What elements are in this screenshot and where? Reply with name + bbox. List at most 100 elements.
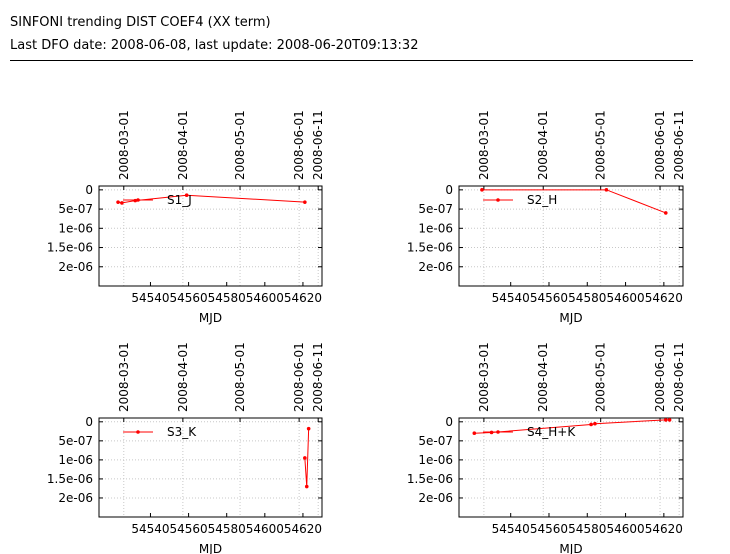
plot-frame — [98, 417, 323, 518]
data-point — [303, 456, 307, 460]
data-point — [306, 426, 311, 431]
y-tick-label: 5e-07 — [58, 202, 93, 216]
y-tick-label: 1.5e-06 — [47, 241, 93, 255]
y-tick-label: 2e-06 — [58, 260, 93, 274]
x-tick-label: 54540 — [492, 291, 530, 305]
header-divider — [10, 60, 693, 61]
y-tick-label: 5e-07 — [418, 434, 453, 448]
x-tick-label: 54600 — [246, 522, 284, 536]
top-date-tick-label: 2008-06-01 — [653, 342, 667, 412]
page-title: SINFONI trending DIST COEF4 (XX term) — [10, 15, 271, 30]
data-point — [184, 193, 189, 198]
y-tick-label: 1e-06 — [418, 453, 453, 467]
legend-marker — [136, 430, 140, 434]
x-tick-label: 54560 — [169, 522, 207, 536]
top-date-tick-label: 2008-05-01 — [233, 342, 247, 412]
data-point — [667, 418, 672, 422]
data-point — [663, 211, 668, 215]
y-tick-label: 5e-07 — [418, 202, 453, 216]
legend-marker — [496, 430, 500, 434]
data-point — [304, 484, 309, 489]
top-date-tick-label: 2008-03-01 — [117, 342, 131, 412]
legend-label: S1_J — [167, 193, 192, 207]
x-tick-label: 54620 — [645, 522, 683, 536]
series-line — [117, 194, 305, 204]
top-date-tick-label: 2008-06-01 — [292, 110, 306, 180]
data-point — [116, 200, 120, 204]
y-tick-label: 1e-06 — [58, 453, 93, 467]
x-axis-label: MJD — [559, 542, 582, 554]
data-point — [472, 431, 477, 436]
top-date-tick-label: 2008-04-01 — [536, 110, 550, 180]
x-tick-label: 54560 — [169, 291, 207, 305]
top-date-tick-label: 2008-06-01 — [292, 342, 306, 412]
data-point — [593, 421, 597, 426]
y-tick-label: 2e-06 — [418, 260, 453, 274]
x-tick-label: 54600 — [606, 291, 644, 305]
data-point — [604, 188, 609, 192]
data-point — [480, 188, 484, 192]
top-date-tick-label: 2008-04-01 — [536, 342, 550, 412]
y-tick-label: 2e-06 — [58, 491, 93, 505]
top-date-tick-label: 2008-06-11 — [672, 342, 686, 412]
top-date-tick-label: 2008-03-01 — [477, 342, 491, 412]
x-tick-label: 54620 — [284, 522, 322, 536]
x-tick-label: 54620 — [284, 291, 322, 305]
x-tick-label: 54560 — [530, 522, 568, 536]
top-date-tick-label: 2008-05-01 — [233, 110, 247, 180]
legend-marker — [496, 198, 500, 202]
y-tick-label: 1e-06 — [418, 221, 453, 235]
x-tick-label: 54600 — [246, 291, 284, 305]
legend-label: S3_K — [167, 425, 197, 439]
plot-frame — [458, 185, 684, 287]
data-point — [663, 418, 668, 422]
y-tick-label: 0 — [445, 183, 453, 197]
y-tick-label: 0 — [445, 415, 453, 429]
y-tick-label: 5e-07 — [58, 434, 93, 448]
x-tick-label: 54580 — [568, 522, 606, 536]
top-date-tick-label: 2008-06-11 — [672, 110, 686, 180]
legend-marker — [136, 198, 140, 202]
top-date-tick-label: 2008-04-01 — [176, 110, 190, 180]
top-date-tick-label: 2008-03-01 — [477, 110, 491, 180]
legend-label: S2_H — [527, 193, 557, 207]
x-tick-label: 54600 — [606, 522, 644, 536]
top-date-tick-label: 2008-06-11 — [311, 342, 325, 412]
x-tick-label: 54560 — [530, 291, 568, 305]
legend-label: S4_H+K — [527, 425, 576, 439]
y-tick-label: 1.5e-06 — [407, 241, 453, 255]
x-tick-label: 54580 — [208, 291, 246, 305]
y-tick-label: 1e-06 — [58, 221, 93, 235]
y-tick-label: 1.5e-06 — [47, 472, 93, 486]
data-point — [589, 422, 593, 427]
top-date-tick-label: 2008-05-01 — [594, 110, 608, 180]
x-tick-label: 54580 — [568, 291, 606, 305]
top-date-tick-label: 2008-03-01 — [117, 110, 131, 180]
x-tick-label: 54580 — [208, 522, 246, 536]
top-date-tick-label: 2008-06-01 — [653, 110, 667, 180]
y-tick-label: 1.5e-06 — [407, 472, 453, 486]
x-tick-label: 54540 — [131, 291, 169, 305]
y-tick-label: 0 — [85, 415, 93, 429]
x-tick-label: 54620 — [645, 291, 683, 305]
x-axis-label: MJD — [559, 311, 582, 325]
x-axis-label: MJD — [199, 542, 222, 554]
data-point — [120, 201, 124, 205]
x-tick-label: 54540 — [492, 522, 530, 536]
plot-frame — [98, 185, 323, 287]
x-tick-label: 54540 — [131, 522, 169, 536]
top-date-tick-label: 2008-06-11 — [311, 110, 325, 180]
y-tick-label: 0 — [85, 183, 93, 197]
page-subtitle: Last DFO date: 2008-06-08, last update: … — [10, 38, 419, 53]
y-tick-label: 2e-06 — [418, 491, 453, 505]
x-axis-label: MJD — [199, 311, 222, 325]
top-date-tick-label: 2008-05-01 — [594, 342, 608, 412]
top-date-tick-label: 2008-04-01 — [176, 342, 190, 412]
data-point — [303, 200, 307, 204]
plot-frame — [458, 417, 684, 518]
